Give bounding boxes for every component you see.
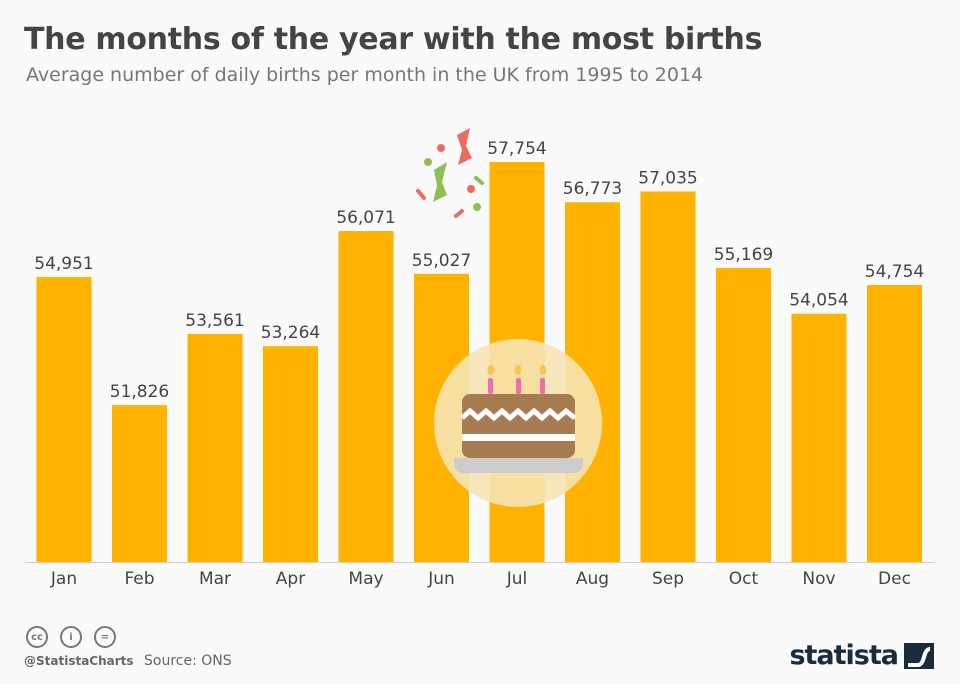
x-tick-label: Nov (802, 569, 835, 589)
logo-text: statista (789, 640, 899, 671)
statista-logo[interactable]: statista (789, 640, 934, 671)
data-label: 56,071 (336, 208, 395, 228)
data-label: 57,754 (487, 139, 546, 159)
no-derivatives-icon: = (94, 626, 116, 648)
cc-icon: cc (26, 626, 48, 648)
source-note: Source: ONS (144, 653, 232, 669)
x-tick-label: Dec (878, 569, 911, 589)
x-tick-label: Sep (652, 569, 684, 589)
data-label: 56,773 (563, 179, 622, 199)
x-tick-label: Feb (124, 569, 154, 589)
data-label: 51,826 (110, 382, 169, 402)
bar-dec (867, 285, 922, 562)
bar-jan (36, 276, 92, 562)
attribution-icon: i (60, 626, 82, 648)
data-label: 54,054 (789, 291, 848, 311)
bar-oct (716, 268, 771, 562)
confetti-icon (416, 128, 484, 218)
data-label: 54,754 (865, 262, 924, 282)
x-tick-label: Aug (576, 569, 609, 589)
bar-mar (187, 333, 243, 562)
data-label: 53,561 (185, 311, 244, 331)
data-label: 54,951 (34, 254, 93, 274)
x-tick-label: Jan (50, 569, 77, 589)
data-label: 57,035 (638, 168, 697, 188)
bar-apr (263, 346, 318, 562)
x-tick-label: May (348, 569, 383, 589)
birthday-cake-icon (434, 339, 602, 507)
bar-sep (640, 191, 696, 562)
data-label: 53,264 (261, 323, 320, 343)
chart-title: The months of the year with the most bir… (24, 22, 763, 57)
chart-subtitle: Average number of daily births per month… (26, 64, 704, 86)
x-tick-label: Mar (199, 569, 231, 589)
x-tick-label: Jul (506, 569, 528, 589)
x-tick-label: Apr (276, 569, 305, 589)
x-tick-label: Oct (729, 569, 759, 589)
statista-logo-icon (904, 642, 934, 669)
data-label: 55,169 (714, 245, 773, 265)
data-label: 55,027 (412, 251, 471, 271)
twitter-handle[interactable]: @StatistaCharts (24, 654, 134, 668)
x-tick-label: Jun (427, 569, 455, 589)
bar-feb (112, 405, 167, 562)
bar-nov (791, 313, 847, 562)
bar-may (338, 231, 394, 563)
